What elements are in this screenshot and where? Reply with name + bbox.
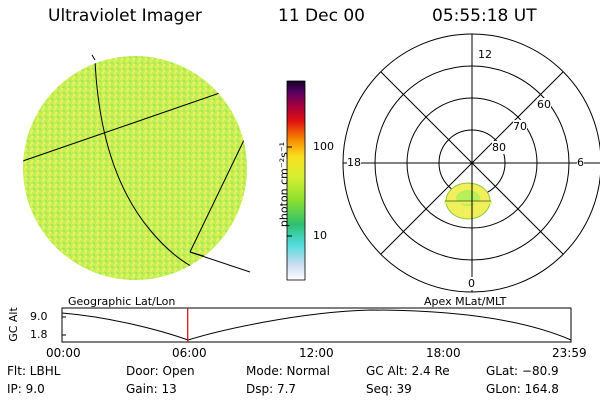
mlt-6-label: 6	[577, 156, 584, 169]
filter-status: Flt: LBHL	[7, 364, 61, 378]
time-tick-0000: 00:00	[46, 346, 81, 360]
dsp-status: Dsp: 7.7	[246, 382, 297, 396]
alt-axis-label: GC Alt	[6, 307, 20, 342]
orbit-altitude-curve	[61, 309, 572, 341]
date-label: 11 Dec 00	[278, 6, 365, 26]
mlt-18-label: 18	[347, 156, 361, 169]
geographic-image	[23, 54, 251, 280]
door-status: Door: Open	[126, 364, 195, 378]
mlt-12-label: 12	[478, 48, 492, 61]
glat-status: GLat: −80.9	[486, 364, 559, 378]
time-tick-0600: 06:00	[172, 346, 207, 360]
polar-plot	[342, 33, 600, 293]
altitude-strip	[61, 307, 572, 343]
time-label: 05:55:18 UT	[432, 6, 537, 26]
polar-caption: Apex MLat/MLT	[424, 295, 507, 308]
time-tick-2359: 23:59	[552, 346, 587, 360]
mlat-60-label: 60	[537, 98, 551, 111]
mlat-70-label: 70	[513, 120, 527, 133]
alt-tick-1-8: 1.8	[30, 328, 48, 341]
seq-status: Seq: 39	[366, 382, 412, 396]
gc-alt-status: GC Alt: 2.4 Re	[366, 364, 450, 378]
mlat-80-label: 80	[492, 141, 506, 154]
gain-status: Gain: 13	[126, 382, 177, 396]
mode-status: Mode: Normal	[246, 364, 330, 378]
colorbar-tick-100: 100	[313, 140, 334, 153]
colorbar-tick-10: 10	[313, 229, 327, 242]
ip-status: IP: 9.0	[7, 382, 45, 396]
time-tick-1800: 18:00	[426, 346, 461, 360]
mlt-0-label: 0	[468, 277, 475, 290]
earth-disk	[23, 56, 247, 280]
glon-status: GLon: 164.8	[486, 382, 559, 396]
colorbar-unit-label: photon cm⁻²s⁻¹	[277, 141, 291, 228]
geo-caption: Geographic Lat/Lon	[68, 295, 176, 308]
time-tick-1200: 12:00	[299, 346, 334, 360]
instrument-title: Ultraviolet Imager	[48, 6, 202, 26]
colorbar	[286, 80, 306, 281]
alt-tick-9: 9.0	[30, 310, 48, 323]
